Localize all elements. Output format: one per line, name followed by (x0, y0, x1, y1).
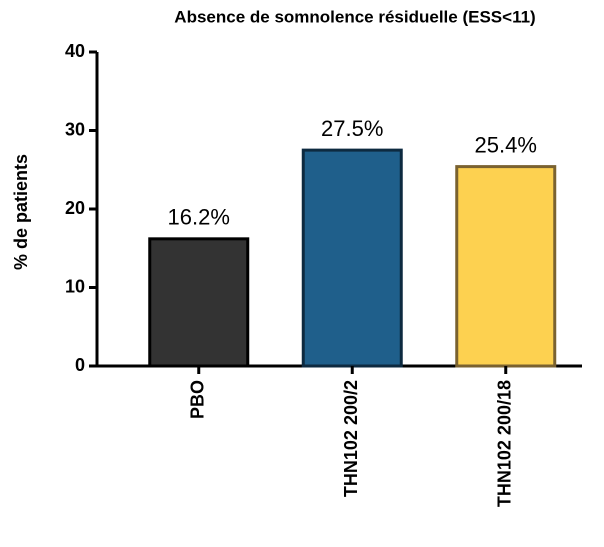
value-label: 16.2% (168, 205, 230, 230)
chart-title: Absence de somnolence résiduelle (ESS<11… (174, 7, 535, 26)
bar (301, 148, 403, 368)
y-axis-label: % de patients (11, 154, 31, 270)
x-tick-label: THN102 200/18 (495, 380, 515, 507)
x-tick-label: THN102 200/2 (341, 380, 361, 497)
value-label: 25.4% (475, 132, 537, 157)
y-tick-label: 30 (65, 119, 85, 139)
y-tick-label: 10 (65, 276, 85, 296)
value-label: 27.5% (321, 116, 383, 141)
y-tick-label: 20 (65, 198, 85, 218)
y-tick-label: 40 (65, 41, 85, 61)
y-tick-label: 0 (75, 355, 85, 375)
x-tick-label: PBO (188, 380, 208, 419)
bar (455, 165, 557, 368)
bar (148, 237, 250, 368)
